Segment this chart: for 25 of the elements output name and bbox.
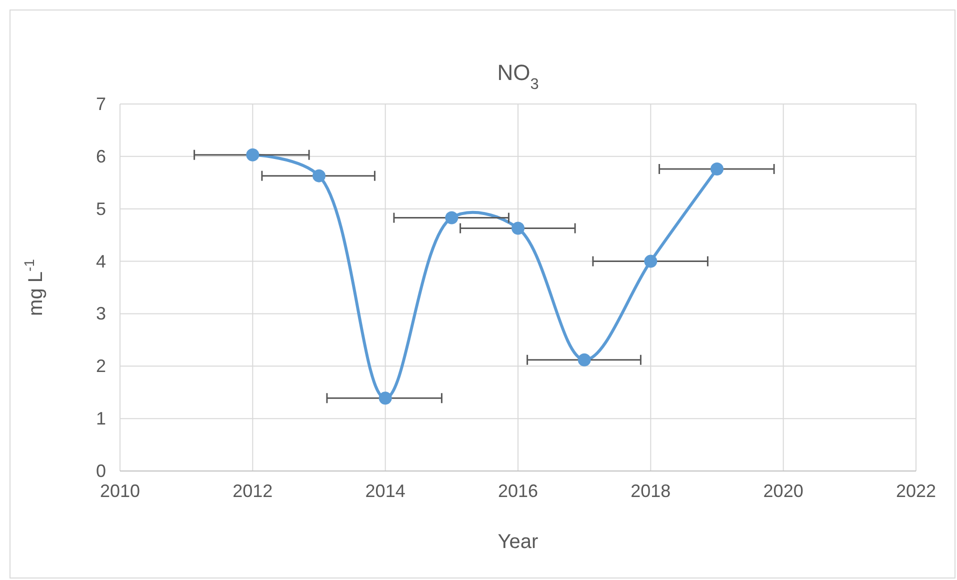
point <box>445 211 458 224</box>
y-tick-label: 6 <box>96 146 106 166</box>
x-tick-label: 2014 <box>365 481 406 501</box>
y-tick-label: 1 <box>96 408 106 429</box>
x-axis-title: Year <box>498 531 539 553</box>
y-tick-label: 0 <box>96 461 106 481</box>
x-tick-label: 2016 <box>498 481 538 501</box>
point <box>312 169 326 182</box>
y-tick-label: 3 <box>96 304 106 324</box>
y-tick-label: 4 <box>96 251 106 272</box>
x-tick-label: 2018 <box>630 481 671 501</box>
x-tick-label: 2020 <box>763 481 804 501</box>
x-tick-label: 2022 <box>896 481 936 501</box>
point <box>246 148 260 162</box>
y-tick-label: 5 <box>96 198 106 219</box>
point <box>512 222 524 235</box>
y-tick-label: 2 <box>96 356 106 376</box>
point <box>710 162 724 176</box>
point <box>578 353 591 366</box>
x-tick-label: 2010 <box>100 481 140 501</box>
chart-title: NO$_{3}$ <box>497 60 539 92</box>
y-tick-label: 7 <box>96 94 106 114</box>
point <box>378 392 392 405</box>
x-tick-label: 2012 <box>232 481 273 501</box>
point <box>644 254 658 268</box>
